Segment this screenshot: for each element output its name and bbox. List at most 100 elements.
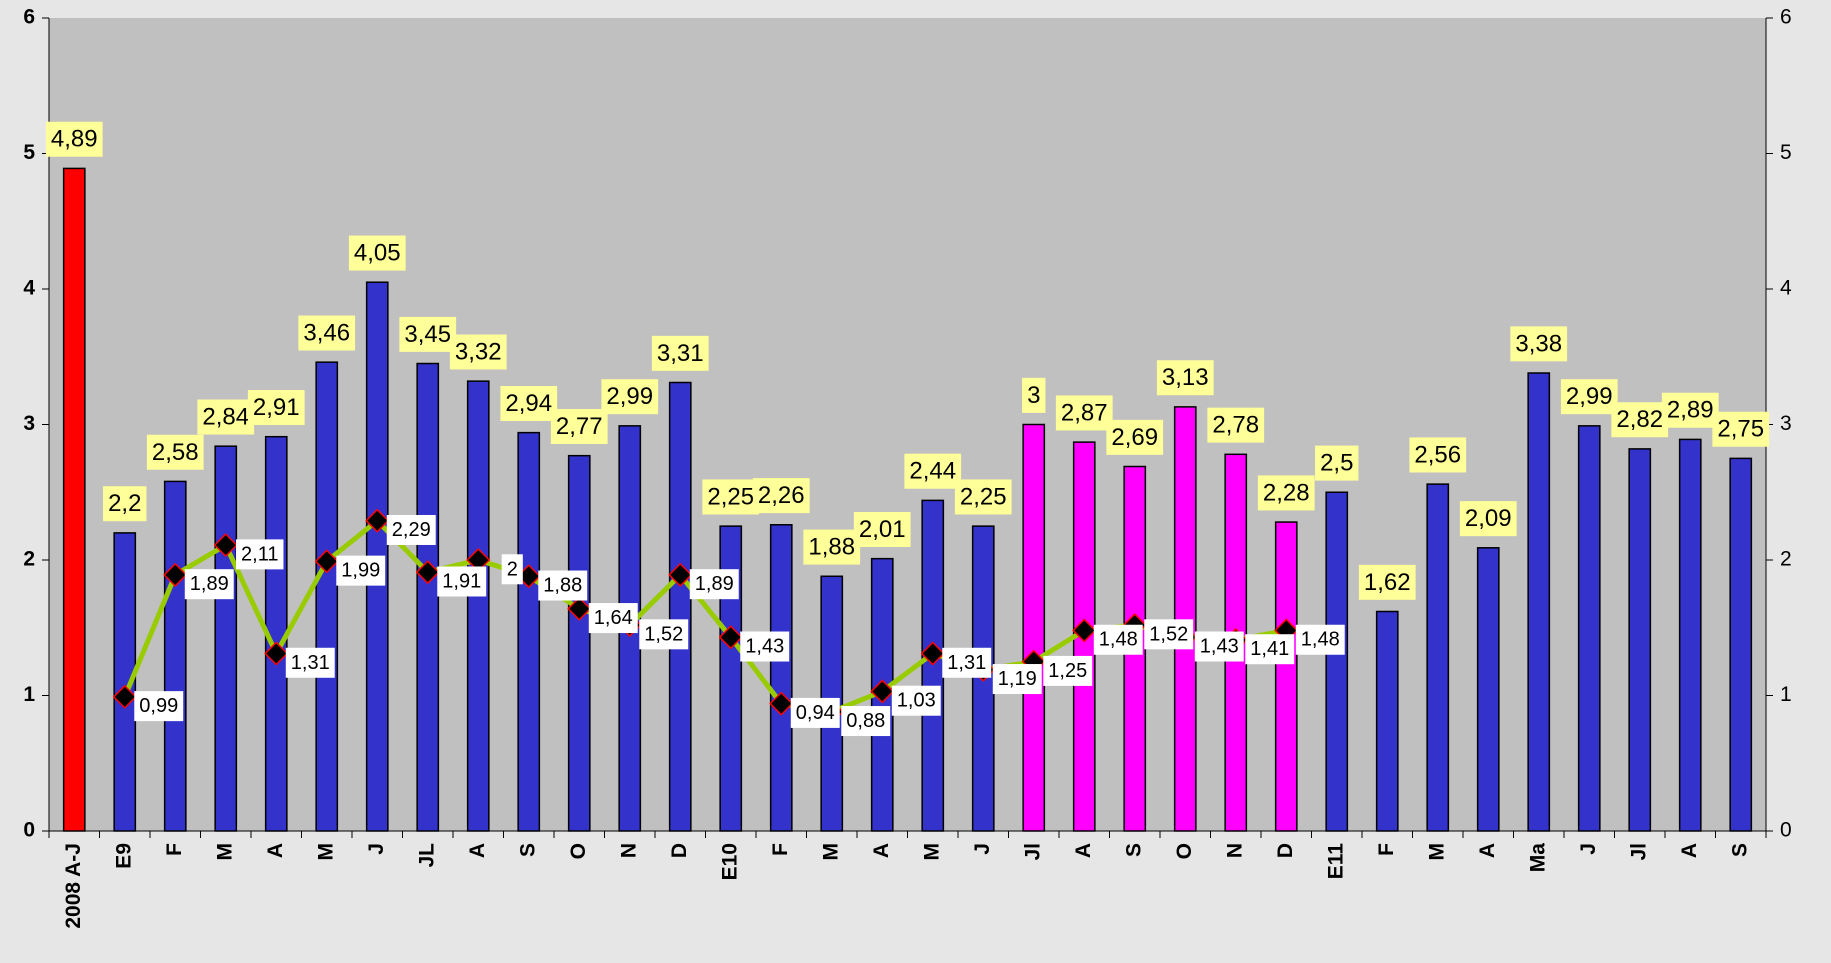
data-label-box bbox=[1712, 411, 1770, 447]
x-tick-label: M bbox=[920, 843, 943, 861]
x-tick-label: A bbox=[870, 843, 893, 858]
data-label-text: 2,77 bbox=[556, 413, 603, 440]
data-label-box bbox=[954, 479, 1012, 515]
data-label-text: 2,29 bbox=[392, 519, 431, 541]
data-label-box bbox=[1194, 631, 1244, 662]
data-label-box bbox=[45, 121, 103, 157]
data-label: 2,87 bbox=[1055, 395, 1113, 431]
data-label-box bbox=[740, 631, 790, 662]
data-label-box bbox=[1043, 655, 1093, 686]
y-tick-label: 4 bbox=[23, 277, 35, 300]
marker bbox=[112, 684, 137, 709]
data-label-box bbox=[399, 316, 457, 352]
data-label-box bbox=[891, 685, 941, 716]
data-label: 1,31 bbox=[942, 647, 992, 678]
data-label-text: 0,88 bbox=[846, 710, 885, 732]
x-tick-label: M bbox=[314, 843, 337, 861]
data-label-text: 1,41 bbox=[1250, 638, 1289, 660]
x-tick-label: J bbox=[365, 843, 388, 855]
x-tick-label: F bbox=[769, 843, 792, 856]
x-tick-label: E10 bbox=[718, 843, 741, 880]
data-label: 1,19 bbox=[992, 664, 1042, 695]
data-label: 2,77 bbox=[550, 409, 608, 445]
data-label-text: 1,99 bbox=[341, 560, 380, 582]
bar bbox=[1426, 483, 1450, 832]
data-label-box bbox=[449, 334, 507, 370]
data-label-box bbox=[1560, 379, 1618, 415]
x-tick-label: O bbox=[567, 843, 590, 859]
data-label: 3,45 bbox=[399, 316, 457, 352]
y-tick-label: 6 bbox=[23, 6, 35, 29]
data-label-text: 0,99 bbox=[139, 695, 178, 717]
data-label: 1,25 bbox=[1043, 655, 1093, 686]
data-label: 2,25 bbox=[702, 479, 760, 515]
data-label-text: 2,82 bbox=[1616, 406, 1663, 433]
y2-tick-label: 5 bbox=[1780, 141, 1792, 164]
data-label-text: 1,43 bbox=[745, 636, 784, 658]
data-label: 2,58 bbox=[146, 434, 204, 470]
data-label-text: 1,48 bbox=[1301, 629, 1340, 651]
data-label: 1,99 bbox=[336, 555, 386, 586]
data-label-text: 2,26 bbox=[758, 482, 805, 509]
x-tick-label: Jl bbox=[1021, 843, 1044, 861]
data-label-box bbox=[298, 315, 356, 351]
data-label: 2,91 bbox=[247, 390, 305, 426]
data-label-box bbox=[752, 478, 810, 514]
x-tick-label: J bbox=[1577, 843, 1600, 855]
data-label-box bbox=[1106, 419, 1164, 455]
data-label-box bbox=[1315, 445, 1359, 481]
data-label-text: 0,94 bbox=[796, 702, 835, 724]
data-label-text: 2,78 bbox=[1212, 412, 1259, 439]
data-label-text: 2,01 bbox=[859, 516, 906, 543]
x-tick-label: D bbox=[1274, 843, 1297, 858]
bar bbox=[1274, 521, 1298, 832]
data-label: 2,01 bbox=[853, 511, 911, 547]
data-label: 3,46 bbox=[298, 315, 356, 351]
data-label-box bbox=[1055, 395, 1113, 431]
marker bbox=[668, 562, 693, 587]
data-label: 2,26 bbox=[752, 478, 810, 514]
data-label-box bbox=[1295, 624, 1345, 655]
data-label: 1,41 bbox=[1245, 634, 1295, 665]
data-label-box bbox=[501, 554, 523, 585]
x-tick-label: M bbox=[213, 843, 236, 861]
data-label-box bbox=[386, 514, 436, 545]
x-tick-label: E9 bbox=[112, 843, 135, 869]
x-tick-label: F bbox=[163, 843, 186, 856]
data-label-box bbox=[103, 486, 147, 522]
data-label-box bbox=[841, 706, 891, 737]
marker bbox=[567, 596, 592, 621]
data-label-box bbox=[247, 390, 305, 426]
data-label: 3,31 bbox=[651, 335, 709, 371]
data-label: 2,99 bbox=[1560, 379, 1618, 415]
x-tick-label: A bbox=[1678, 843, 1701, 858]
data-label: 0,94 bbox=[790, 697, 840, 728]
x-tick-label: A bbox=[466, 843, 489, 858]
data-label: 1,52 bbox=[1144, 619, 1194, 650]
bar bbox=[668, 381, 692, 832]
data-label-box bbox=[500, 385, 558, 421]
data-label-text: 2,69 bbox=[1111, 424, 1158, 451]
data-label-text: 3,31 bbox=[657, 340, 704, 367]
data-label-box bbox=[904, 453, 962, 489]
data-label: 1,89 bbox=[689, 569, 739, 600]
data-label-box bbox=[588, 603, 638, 634]
data-label-box bbox=[1257, 475, 1315, 511]
x-tick-label: O bbox=[1173, 843, 1196, 859]
x-tick-label: JL bbox=[415, 843, 438, 868]
data-label-text: 2 bbox=[507, 558, 518, 580]
data-label-text: 2,89 bbox=[1667, 397, 1714, 424]
data-label-box bbox=[134, 691, 184, 722]
data-label: 2,29 bbox=[386, 514, 436, 545]
data-label: 2,82 bbox=[1611, 402, 1669, 438]
data-label-box bbox=[992, 664, 1042, 695]
data-label: 0,99 bbox=[134, 691, 184, 722]
data-label-text: 3,38 bbox=[1515, 330, 1562, 357]
data-label-text: 1,64 bbox=[594, 607, 633, 629]
data-label-text: 1,31 bbox=[947, 652, 986, 674]
bar bbox=[163, 480, 187, 832]
data-label: 1,64 bbox=[588, 603, 638, 634]
data-label: 3,32 bbox=[449, 334, 507, 370]
bar bbox=[1577, 425, 1601, 832]
